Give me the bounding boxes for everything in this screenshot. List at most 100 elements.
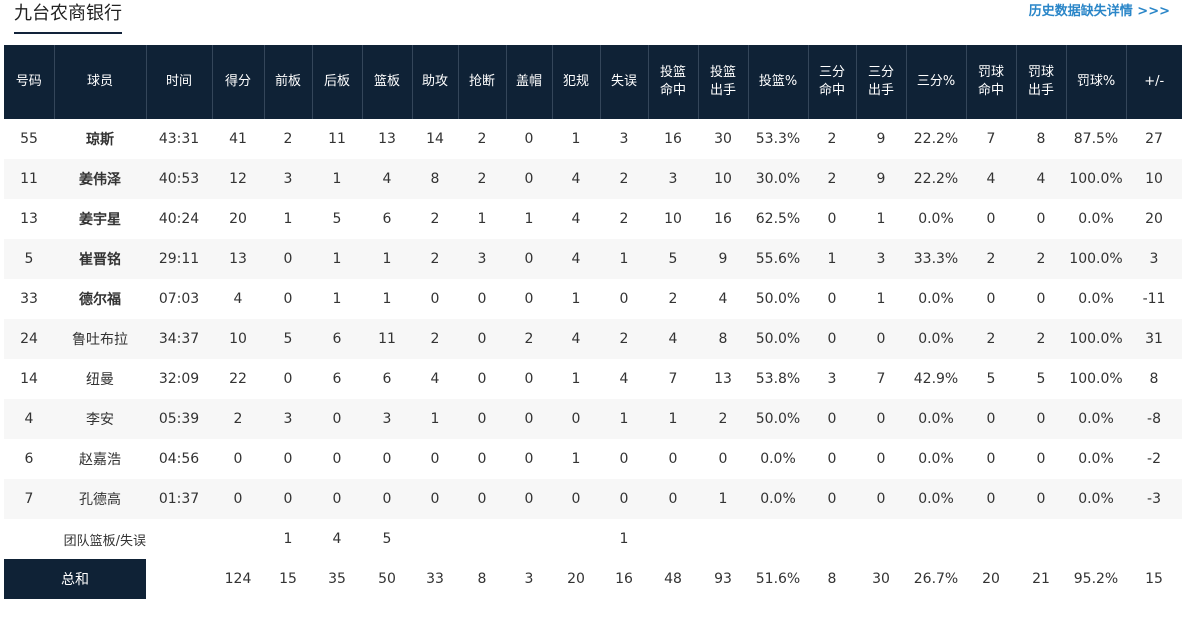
column-header[interactable]: 罚球 命中 <box>966 45 1017 119</box>
stat-cell <box>698 519 748 559</box>
stat-cell: 0.0% <box>1066 279 1126 319</box>
player-number: 11 <box>4 159 54 199</box>
column-header[interactable]: 得分 <box>212 45 265 119</box>
stat-cell: 53.3% <box>748 119 808 159</box>
stat-cell <box>1066 519 1126 559</box>
stat-cell: 1 <box>362 239 412 279</box>
player-name[interactable]: 姜宇星 <box>54 199 146 239</box>
stat-cell: 14 <box>412 119 458 159</box>
stat-cell: 31 <box>1126 319 1182 359</box>
column-header[interactable]: 号码 <box>4 45 55 119</box>
column-header[interactable]: 投篮 命中 <box>648 45 699 119</box>
stat-cell: 9 <box>856 159 906 199</box>
column-header[interactable]: 盖帽 <box>506 45 553 119</box>
stat-cell: 1 <box>312 159 362 199</box>
column-header[interactable]: 篮板 <box>362 45 413 119</box>
stat-cell <box>1126 519 1182 559</box>
player-row: 5 崔晋铭 29:11 13 0 1 1 2 3 0 4 1 5 9 55.6% 1 3 33.3% 2 2 100.0… <box>4 239 1182 279</box>
team-row-label: 团队篮板/失误 <box>54 519 146 559</box>
stat-cell: 0 <box>312 439 362 479</box>
column-header[interactable]: 罚球% <box>1066 45 1127 119</box>
player-row: 33 德尔福 07:03 4 0 1 1 0 0 0 1 0 2 4 50.0% 0 1 0.0% 0 0 0.0% -1… <box>4 279 1182 319</box>
stat-cell: 0 <box>264 439 312 479</box>
player-row: 55 琼斯 43:31 41 2 11 13 14 2 0 1 3 16 30 53.3% 2 9 22.2% 7 8… <box>4 119 1182 159</box>
stat-cell: 6 <box>312 319 362 359</box>
stat-cell: 1 <box>648 399 698 439</box>
stat-cell: 0 <box>412 479 458 519</box>
stat-cell: 40:53 <box>146 159 212 199</box>
stat-cell: 1 <box>264 519 312 559</box>
player-name[interactable]: 琼斯 <box>54 119 146 159</box>
column-header-label: 抢断 <box>468 74 495 89</box>
stat-cell: 0 <box>264 479 312 519</box>
column-header[interactable]: 时间 <box>146 45 213 119</box>
stat-cell: 100.0% <box>1066 319 1126 359</box>
stat-cell: 0 <box>966 479 1016 519</box>
player-number: 4 <box>4 399 54 439</box>
column-header[interactable]: 三分 命中 <box>808 45 857 119</box>
column-header[interactable]: 助攻 <box>412 45 459 119</box>
player-name[interactable]: 赵嘉浩 <box>54 439 146 479</box>
stat-cell: 16 <box>648 119 698 159</box>
column-header[interactable]: 球员 <box>54 45 147 119</box>
stat-cell: 1 <box>362 279 412 319</box>
history-missing-data-link[interactable]: 历史数据缺失详情 >>> <box>1028 4 1170 19</box>
stat-cell: 1 <box>312 279 362 319</box>
stat-cell: 0.0% <box>906 439 966 479</box>
stat-cell <box>412 519 458 559</box>
column-header[interactable]: 投篮 出手 <box>698 45 749 119</box>
stat-cell: 2 <box>458 159 506 199</box>
stat-cell: 1 <box>552 439 600 479</box>
column-header[interactable]: 失误 <box>600 45 649 119</box>
stat-cell: 0 <box>506 279 552 319</box>
player-row: 13 姜宇星 40:24 20 1 5 6 2 1 1 4 2 10 16 62.5% 0 1 0.0% 0 0 0.0… <box>4 199 1182 239</box>
player-name[interactable]: 姜伟泽 <box>54 159 146 199</box>
player-name[interactable]: 孔德高 <box>54 479 146 519</box>
stat-cell: 0 <box>458 399 506 439</box>
column-header[interactable]: 抢断 <box>458 45 507 119</box>
stat-cell: 0.0% <box>906 319 966 359</box>
column-header-label: 出手 <box>709 83 736 98</box>
column-header[interactable]: +/- <box>1126 45 1182 119</box>
column-header-label: 罚球% <box>1076 74 1116 89</box>
stat-cell: 1 <box>506 199 552 239</box>
column-header[interactable]: 前板 <box>264 45 313 119</box>
stat-cell: 0 <box>552 479 600 519</box>
stat-cell: 15 <box>264 559 312 599</box>
column-header[interactable]: 三分 出手 <box>856 45 907 119</box>
stat-cell: 0 <box>966 199 1016 239</box>
stat-cell: 0 <box>506 359 552 399</box>
stat-cell: 4 <box>1016 159 1066 199</box>
column-header[interactable]: 罚球 出手 <box>1016 45 1067 119</box>
player-name[interactable]: 鲁吐布拉 <box>54 319 146 359</box>
column-header-label: 犯规 <box>562 74 589 89</box>
stat-cell: 16 <box>698 199 748 239</box>
stat-cell: 0 <box>458 439 506 479</box>
total-row: 总和 124 15 35 50 33 8 3 20 16 48 93 51.6% 8 30 26.7% 20 21… <box>4 559 1182 599</box>
column-header-label: 投篮% <box>758 74 798 89</box>
stat-cell: 1 <box>600 519 648 559</box>
stat-cell: 0 <box>264 239 312 279</box>
column-header[interactable]: 后板 <box>312 45 363 119</box>
stat-cell: 62.5% <box>748 199 808 239</box>
stat-cell <box>212 519 264 559</box>
column-header[interactable]: 投篮% <box>748 45 809 119</box>
stat-cell: 30 <box>856 559 906 599</box>
stat-cell: 2 <box>412 199 458 239</box>
stat-cell <box>856 519 906 559</box>
stat-cell: 4 <box>552 159 600 199</box>
stat-cell: 16 <box>600 559 648 599</box>
stat-cell: 0 <box>506 239 552 279</box>
stat-cell: 0 <box>1016 439 1066 479</box>
player-name[interactable]: 李安 <box>54 399 146 439</box>
player-name[interactable]: 纽曼 <box>54 359 146 399</box>
stat-cell <box>146 559 212 599</box>
stat-cell: 0 <box>600 479 648 519</box>
column-header-label: 失误 <box>610 74 637 89</box>
player-name[interactable]: 德尔福 <box>54 279 146 319</box>
column-header[interactable]: 犯规 <box>552 45 601 119</box>
stat-cell: 22 <box>212 359 264 399</box>
player-name[interactable]: 崔晋铭 <box>54 239 146 279</box>
stat-cell: 2 <box>412 319 458 359</box>
column-header[interactable]: 三分% <box>906 45 967 119</box>
